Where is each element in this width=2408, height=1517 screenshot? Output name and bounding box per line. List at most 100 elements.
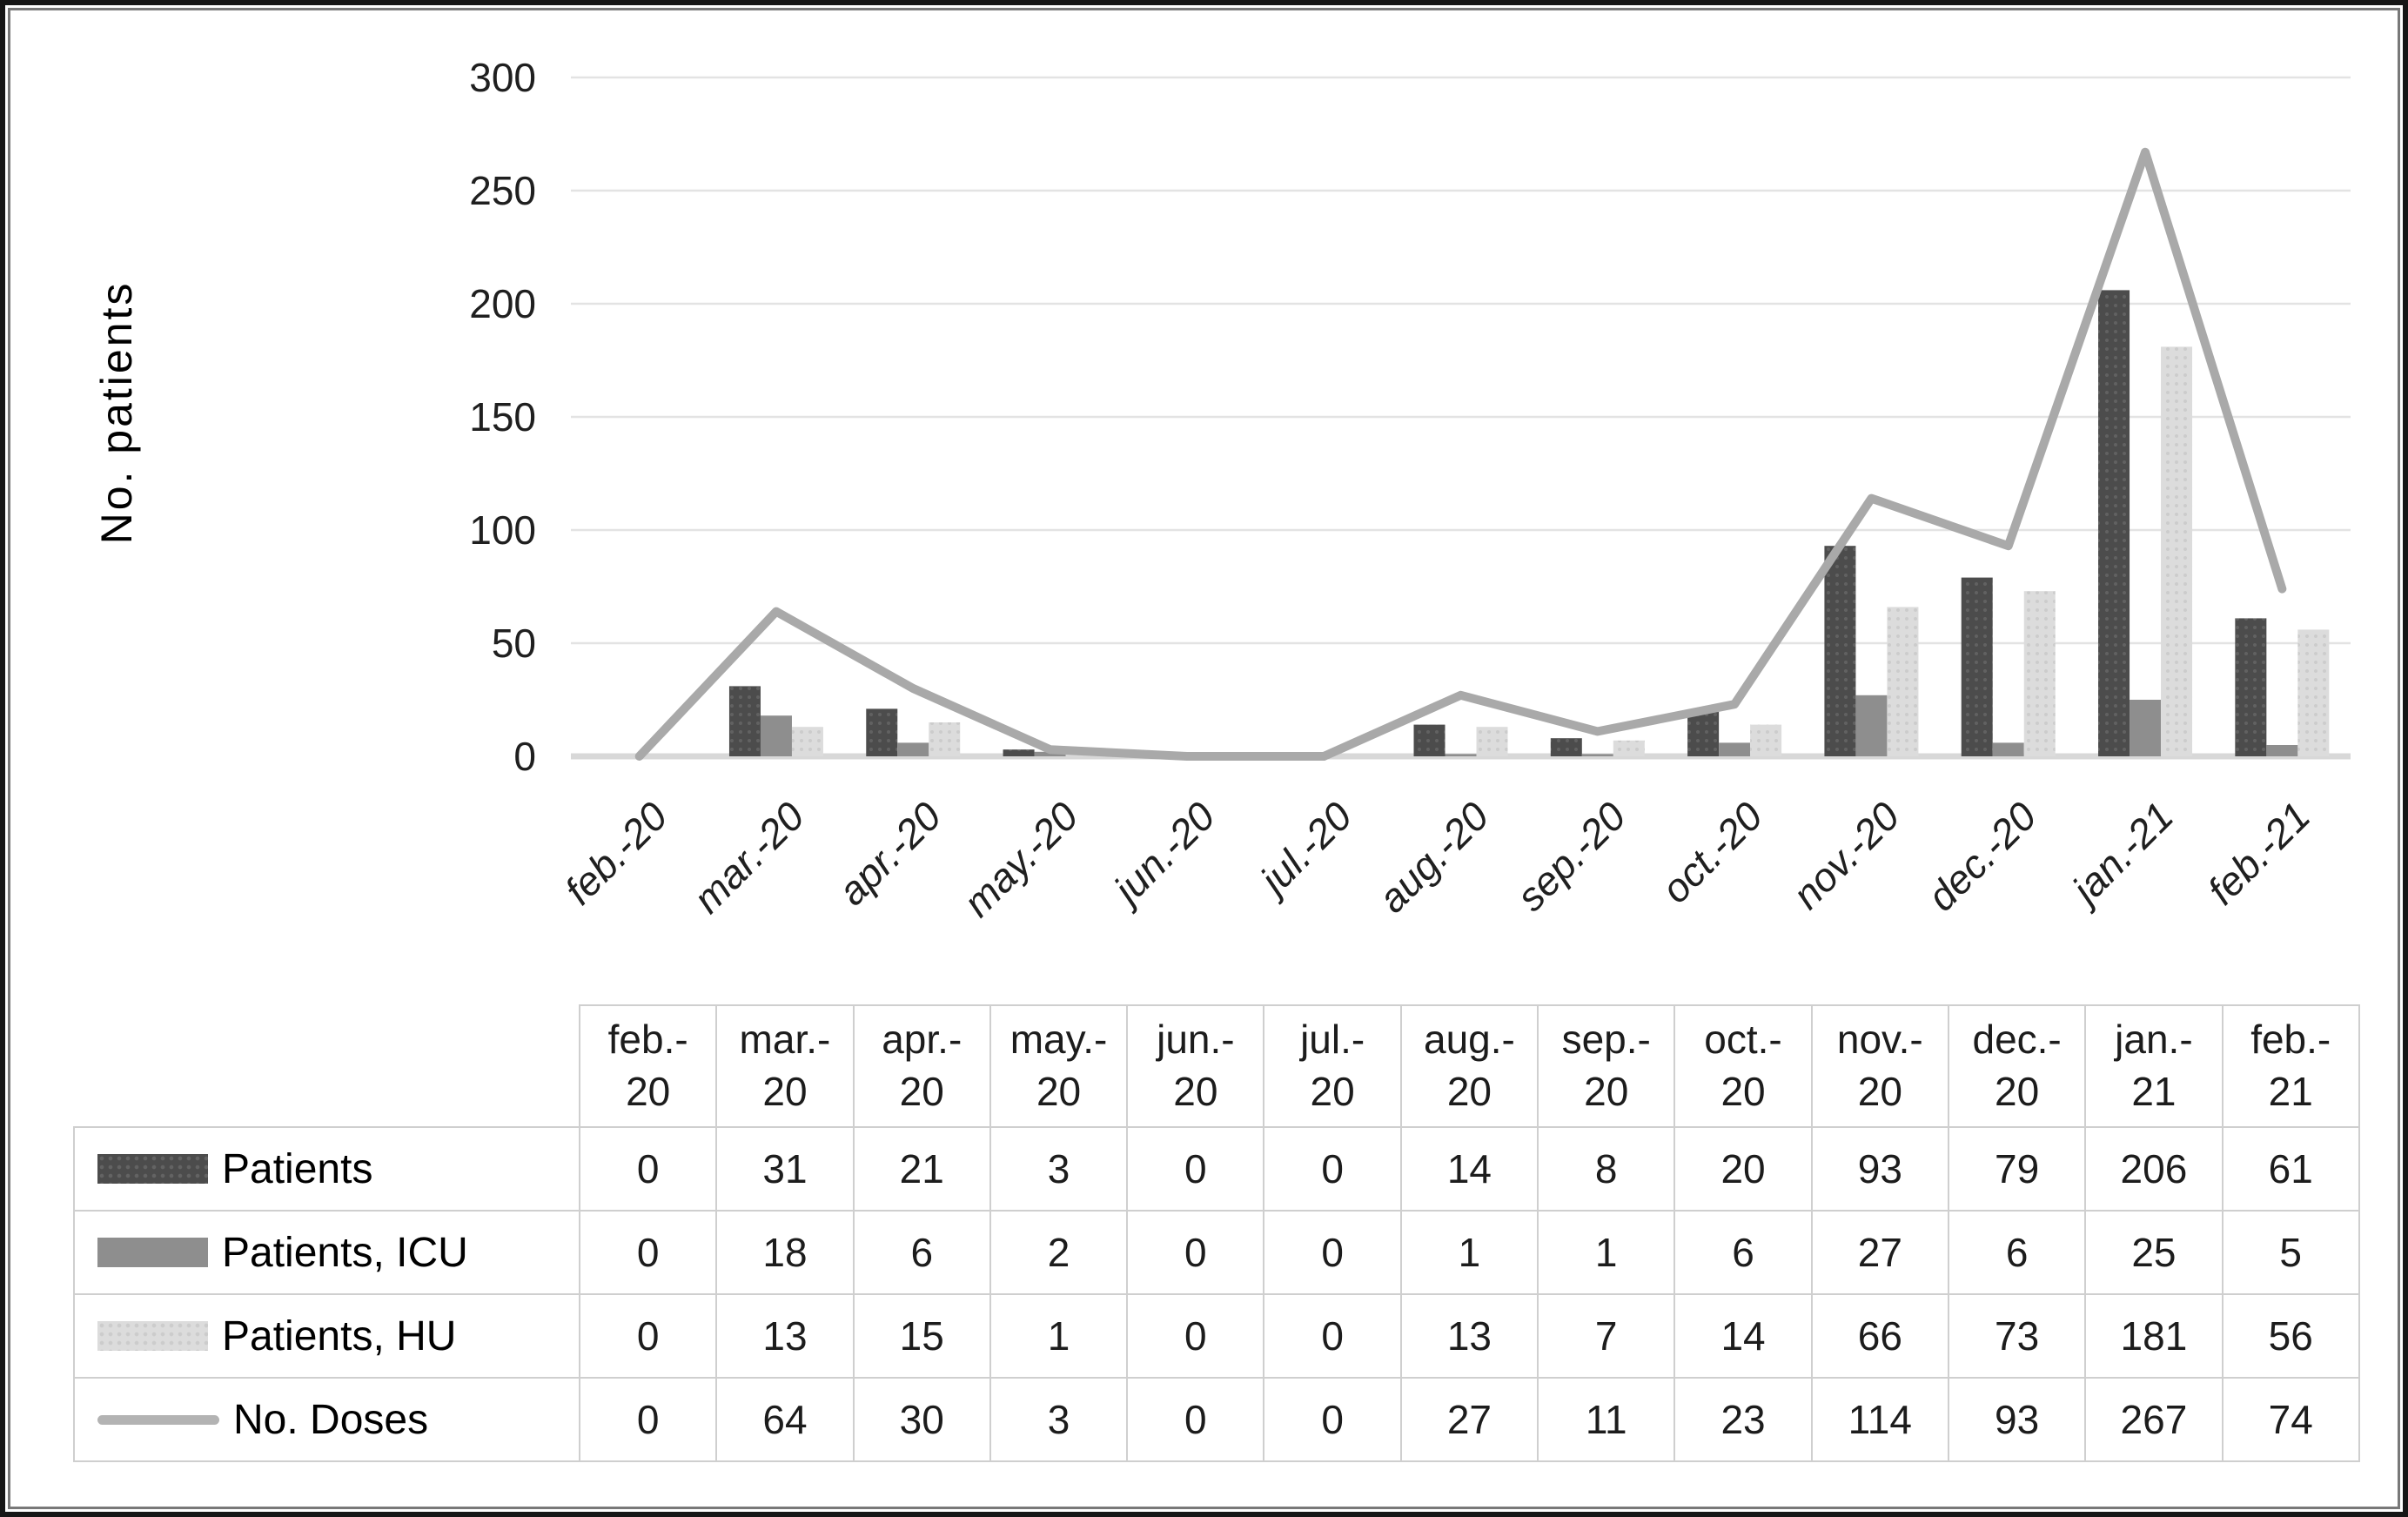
table-cell-no-doses-feb.-20: 0 <box>578 1377 718 1462</box>
table-cell-patients-icu-sep.-20: 1 <box>1537 1210 1676 1295</box>
table-cell-no-doses-jun.-20: 0 <box>1126 1377 1265 1462</box>
bar-patients-hu-apr.-20 <box>929 722 961 756</box>
table-cell-no-doses-sep.-20: 11 <box>1537 1377 1676 1462</box>
bar-patients-hu-dec.-20 <box>2023 591 2056 756</box>
bar-patients-icu-nov.-20 <box>1855 695 1888 756</box>
x-label-mar.-20: mar.-20 <box>684 793 813 922</box>
y-tick-0: 0 <box>513 734 536 779</box>
legend-inner: No. Doses <box>76 1396 578 1444</box>
x-label-jun.-20: jun.-20 <box>1101 793 1224 916</box>
bar-patients-dec.-20 <box>1961 577 1993 756</box>
table-cell-patients-feb.-21: 61 <box>2221 1126 2360 1212</box>
x-label-aug.-20: aug.-20 <box>1369 793 1497 921</box>
table-cell-patients-icu-jan.-21: 25 <box>2084 1210 2224 1295</box>
legend-cell-patients-hu: Patients, HU <box>73 1293 580 1379</box>
header-line1: dec.- <box>1972 1017 2062 1063</box>
bar-patients-may.-20 <box>1003 749 1035 756</box>
table-header-jul.-20: jul.- 20 <box>1263 1004 1402 1128</box>
table-row-no-doses: No. Doses 0 64 30 3 0 0 27 11 23 114 93 267 74 <box>73 1377 2360 1462</box>
table-cell-patients-feb.-20: 0 <box>578 1126 718 1212</box>
table-header-mar.-20: mar.- 20 <box>715 1004 855 1128</box>
table-corner-empty <box>74 1005 580 1127</box>
bar-patients-mar.-20 <box>728 686 761 756</box>
bar-patients-jan.-21 <box>2098 290 2130 756</box>
table-cell-patients-jan.-21: 206 <box>2084 1126 2224 1212</box>
table-cell-patients-icu-feb.-20: 0 <box>578 1210 718 1295</box>
combo-chart: 0 50 100 150 200 250 300 feb.-20 mar.-20 apr.-20 m… <box>469 55 2351 925</box>
header-line2: 20 <box>1310 1069 1355 1114</box>
header-line1: feb.- <box>2250 1017 2331 1063</box>
legend-swatch-no-doses-line-icon <box>97 1414 219 1425</box>
legend-swatch-patients-bar-icon <box>97 1154 208 1184</box>
x-label-may.-20: may.-20 <box>955 793 1087 925</box>
table-row-patients: Patients 0 31 21 3 0 0 14 8 20 93 79 206 61 <box>73 1126 2360 1212</box>
table-header-may.-20: may.- 20 <box>989 1004 1129 1128</box>
x-label-jul.-20: jul.-20 <box>1248 793 1361 906</box>
bar-patients-hu-feb.-21 <box>2297 629 2330 756</box>
bar-patients-oct.-20 <box>1687 711 1720 756</box>
table-cell-patients-icu-may.-20: 2 <box>989 1210 1129 1295</box>
table-cell-patients-hu-jul.-20: 0 <box>1263 1293 1402 1379</box>
bar-patients-sep.-20 <box>1550 738 1582 756</box>
legend-swatch-patients-icu-bar-icon <box>97 1238 208 1267</box>
bar-patients-hu-nov.-20 <box>1887 607 1919 756</box>
header-line1: mar.- <box>739 1017 831 1063</box>
table-cell-no-doses-apr.-20: 30 <box>852 1377 991 1462</box>
table-cell-no-doses-may.-20: 3 <box>989 1377 1129 1462</box>
table-cell-patients-hu-nov.-20: 66 <box>1810 1293 1949 1379</box>
header-line2: 20 <box>1446 1069 1492 1114</box>
header-line2: 20 <box>899 1069 944 1114</box>
table-cell-patients-oct.-20: 20 <box>1674 1126 1813 1212</box>
header-line2: 21 <box>2268 1069 2313 1114</box>
table-cell-no-doses-nov.-20: 114 <box>1810 1377 1949 1462</box>
table-header-row: feb.- 20 mar.- 20 apr.- 20 may.- 20 jun.- 20 jul.-… <box>74 1004 2360 1128</box>
table-header-feb.-21: feb.- 21 <box>2221 1004 2360 1128</box>
bar-patients-icu-jan.-21 <box>2130 700 2162 756</box>
table-cell-patients-hu-jun.-20: 0 <box>1126 1293 1265 1379</box>
bar-patients-icu-apr.-20 <box>897 742 929 756</box>
table-cell-patients-icu-oct.-20: 6 <box>1674 1210 1813 1295</box>
header-line1: may.- <box>1009 1017 1108 1063</box>
y-tick-50: 50 <box>492 621 536 666</box>
legend-label-patients-icu: Patients, ICU <box>222 1229 468 1276</box>
bar-patients-aug.-20 <box>1413 724 1445 756</box>
legend-label-patients: Patients <box>222 1145 373 1192</box>
header-line2: 20 <box>1036 1069 1082 1114</box>
table-cell-patients-jul.-20: 0 <box>1263 1126 1402 1212</box>
header-line2: 21 <box>2131 1069 2177 1114</box>
bar-patients-icu-feb.-21 <box>2266 745 2298 756</box>
x-label-feb.-20: feb.-20 <box>556 793 676 913</box>
table-cell-patients-icu-feb.-21: 5 <box>2221 1210 2360 1295</box>
header-line2: 20 <box>1173 1069 1218 1114</box>
table-header-nov.-20: nov.- 20 <box>1810 1004 1949 1128</box>
y-tick-250: 250 <box>469 168 536 213</box>
legend-cell-no-doses: No. Doses <box>73 1377 580 1462</box>
header-line1: nov.- <box>1836 1017 1923 1063</box>
y-tick-150: 150 <box>469 394 536 440</box>
table-cell-patients-hu-may.-20: 1 <box>989 1293 1129 1379</box>
bar-patients-hu-jan.-21 <box>2161 346 2193 756</box>
x-label-apr.-20: apr.-20 <box>829 793 950 914</box>
table-cell-patients-icu-mar.-20: 18 <box>715 1210 855 1295</box>
bar-patients-icu-oct.-20 <box>1719 742 1751 756</box>
y-tick-200: 200 <box>469 281 536 326</box>
header-line1: feb.- <box>607 1017 688 1063</box>
table-cell-patients-hu-feb.-20: 0 <box>578 1293 718 1379</box>
bar-patients-hu-aug.-20 <box>1476 727 1508 756</box>
legend-inner: Patients, ICU <box>76 1229 578 1277</box>
table-header-oct.-20: oct.- 20 <box>1674 1004 1813 1128</box>
x-label-feb.-21: feb.-21 <box>2198 793 2318 913</box>
table-row-patients-hu: Patients, HU 0 13 15 1 0 0 13 7 14 66 73 181 56 <box>73 1293 2360 1379</box>
table-header-apr.-20: apr.- 20 <box>852 1004 991 1128</box>
table-cell-no-doses-oct.-20: 23 <box>1674 1377 1813 1462</box>
table-cell-patients-hu-dec.-20: 73 <box>1947 1293 2087 1379</box>
legend-cell-patients-icu: Patients, ICU <box>73 1210 580 1295</box>
bar-patients-icu-mar.-20 <box>760 715 792 756</box>
table-cell-patients-hu-mar.-20: 13 <box>715 1293 855 1379</box>
x-label-dec.-20: dec.-20 <box>1919 793 2046 920</box>
bar-patients-icu-may.-20 <box>1034 751 1066 756</box>
table-header-dec.-20: dec.- 20 <box>1947 1004 2087 1128</box>
table-header-feb.-20: feb.- 20 <box>578 1004 718 1128</box>
bar-patients-hu-mar.-20 <box>791 727 823 756</box>
